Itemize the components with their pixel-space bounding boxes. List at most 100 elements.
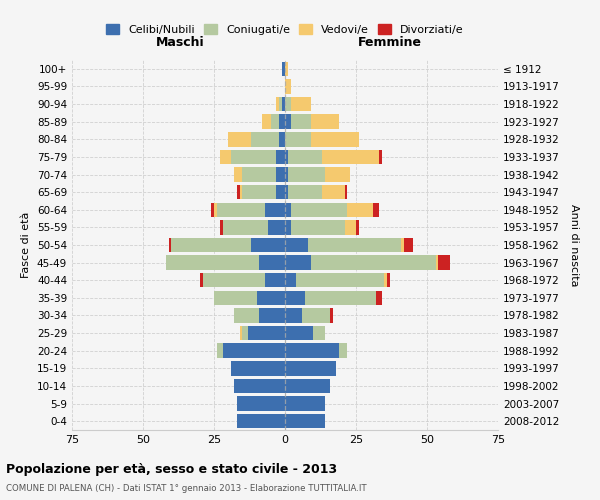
- Bar: [285, 344, 339, 358]
- Bar: [237, 414, 285, 428]
- Bar: [401, 238, 404, 252]
- Bar: [214, 290, 257, 305]
- Bar: [288, 168, 325, 181]
- Bar: [166, 256, 259, 270]
- Legend: Celibi/Nubili, Coniugati/e, Vedovi/e, Divorziati/e: Celibi/Nubili, Coniugati/e, Vedovi/e, Di…: [103, 21, 467, 38]
- Text: Popolazione per età, sesso e stato civile - 2013: Popolazione per età, sesso e stato civil…: [6, 462, 337, 475]
- Bar: [228, 132, 251, 146]
- Bar: [282, 62, 285, 76]
- Bar: [242, 168, 277, 181]
- Bar: [311, 256, 436, 270]
- Bar: [277, 185, 285, 200]
- Bar: [280, 114, 285, 129]
- Bar: [322, 185, 344, 200]
- Bar: [285, 396, 325, 411]
- Bar: [285, 238, 308, 252]
- Bar: [242, 185, 277, 200]
- Bar: [217, 344, 223, 358]
- Bar: [313, 326, 325, 340]
- Bar: [376, 290, 382, 305]
- Bar: [285, 290, 305, 305]
- Bar: [169, 238, 172, 252]
- Bar: [285, 168, 288, 181]
- Bar: [223, 344, 285, 358]
- Text: COMUNE DI PALENA (CH) - Dati ISTAT 1° gennaio 2013 - Elaborazione TUTTITALIA.IT: COMUNE DI PALENA (CH) - Dati ISTAT 1° ge…: [6, 484, 367, 493]
- Bar: [248, 326, 285, 340]
- Bar: [379, 150, 382, 164]
- Bar: [285, 150, 288, 164]
- Bar: [251, 238, 285, 252]
- Bar: [302, 308, 331, 322]
- Bar: [344, 185, 347, 200]
- Bar: [259, 256, 285, 270]
- Bar: [347, 202, 373, 217]
- Bar: [285, 378, 331, 393]
- Y-axis label: Anni di nascita: Anni di nascita: [569, 204, 579, 286]
- Text: Maschi: Maschi: [155, 36, 204, 50]
- Bar: [285, 202, 290, 217]
- Bar: [285, 114, 290, 129]
- Bar: [282, 97, 285, 112]
- Bar: [231, 361, 285, 376]
- Bar: [234, 308, 259, 322]
- Bar: [237, 185, 239, 200]
- Bar: [234, 378, 285, 393]
- Bar: [311, 114, 339, 129]
- Bar: [172, 238, 251, 252]
- Bar: [271, 114, 280, 129]
- Bar: [290, 97, 311, 112]
- Bar: [439, 256, 450, 270]
- Bar: [280, 132, 285, 146]
- Bar: [220, 220, 223, 234]
- Bar: [211, 202, 214, 217]
- Bar: [220, 150, 231, 164]
- Bar: [290, 202, 347, 217]
- Bar: [285, 256, 311, 270]
- Bar: [311, 132, 359, 146]
- Bar: [290, 220, 344, 234]
- Bar: [223, 220, 268, 234]
- Bar: [285, 185, 288, 200]
- Bar: [265, 202, 285, 217]
- Bar: [259, 308, 285, 322]
- Bar: [285, 79, 290, 94]
- Bar: [308, 238, 401, 252]
- Bar: [231, 150, 277, 164]
- Bar: [262, 114, 271, 129]
- Bar: [404, 238, 413, 252]
- Bar: [285, 273, 296, 287]
- Bar: [277, 168, 285, 181]
- Bar: [277, 150, 285, 164]
- Bar: [285, 220, 290, 234]
- Bar: [285, 308, 302, 322]
- Bar: [203, 273, 265, 287]
- Bar: [356, 220, 359, 234]
- Bar: [285, 414, 325, 428]
- Bar: [268, 220, 285, 234]
- Bar: [322, 150, 379, 164]
- Bar: [373, 202, 379, 217]
- Bar: [436, 256, 439, 270]
- Bar: [296, 273, 385, 287]
- Bar: [288, 185, 322, 200]
- Bar: [285, 132, 311, 146]
- Bar: [214, 202, 217, 217]
- Bar: [290, 114, 311, 129]
- Bar: [200, 273, 203, 287]
- Bar: [285, 361, 336, 376]
- Bar: [234, 168, 242, 181]
- Bar: [265, 273, 285, 287]
- Bar: [239, 326, 242, 340]
- Bar: [285, 62, 288, 76]
- Bar: [305, 290, 376, 305]
- Bar: [288, 150, 322, 164]
- Bar: [325, 168, 350, 181]
- Bar: [239, 185, 242, 200]
- Bar: [387, 273, 390, 287]
- Bar: [251, 132, 280, 146]
- Bar: [331, 308, 333, 322]
- Bar: [285, 97, 290, 112]
- Y-axis label: Fasce di età: Fasce di età: [22, 212, 31, 278]
- Bar: [237, 396, 285, 411]
- Bar: [285, 326, 313, 340]
